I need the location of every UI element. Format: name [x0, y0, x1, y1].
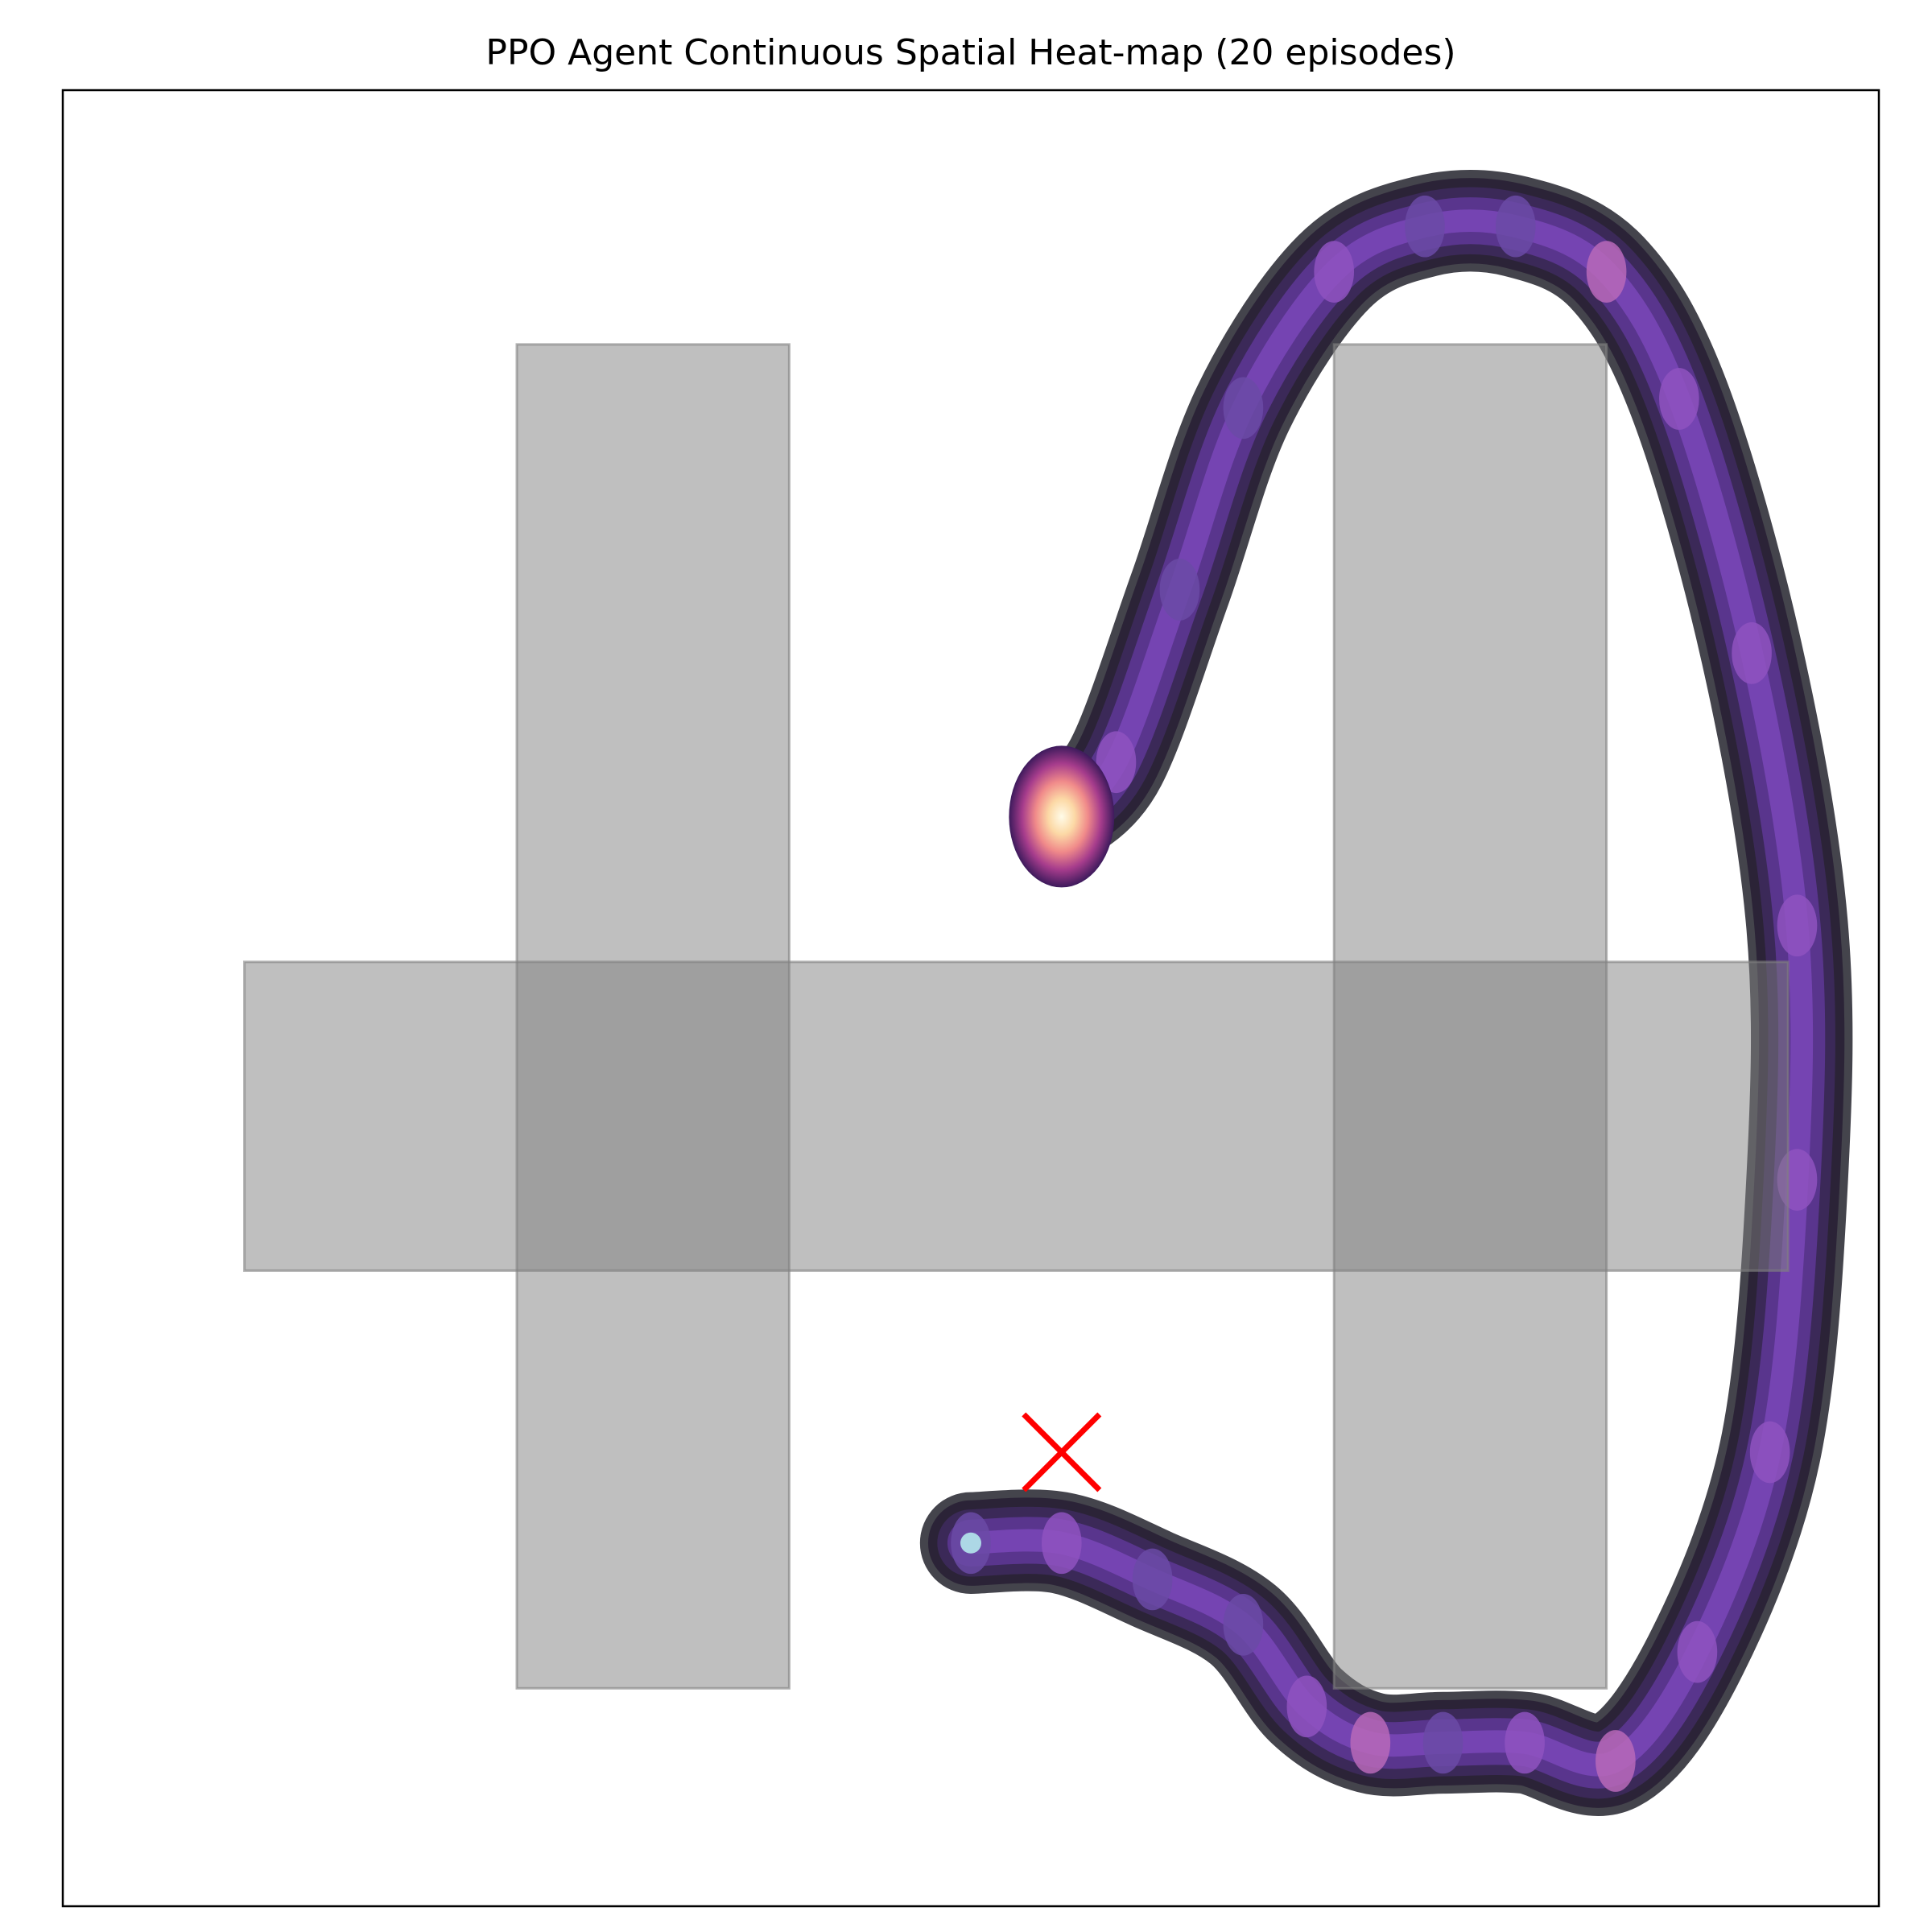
density-blob	[1096, 731, 1137, 794]
density-blob	[1659, 368, 1699, 430]
density-blob	[1350, 1711, 1391, 1774]
density-blob	[1041, 1512, 1082, 1575]
density-blob	[1732, 622, 1772, 684]
density-blob	[1223, 377, 1264, 440]
chart-title: PPO Agent Continuous Spatial Heat-map (2…	[485, 32, 1456, 73]
obstacle-2	[1332, 343, 1608, 1690]
start-marker	[960, 1532, 981, 1554]
density-blob	[1159, 559, 1200, 621]
density-blob	[1495, 195, 1536, 258]
marker-layer	[960, 1412, 1102, 1554]
density-blob	[1749, 1421, 1790, 1484]
goal-marker-stroke	[1022, 1412, 1102, 1492]
density-blob	[1132, 1548, 1173, 1611]
density-blob	[1677, 1620, 1718, 1683]
goal-marker	[1022, 1412, 1102, 1492]
density-blob	[1777, 894, 1818, 957]
density-blob	[1505, 1711, 1545, 1774]
density-blob	[1422, 1711, 1463, 1774]
density-blob	[1586, 241, 1627, 303]
obstacle-layer	[243, 343, 1790, 1690]
density-blob	[1223, 1593, 1264, 1656]
density-blob	[1286, 1675, 1327, 1738]
density-peak	[1009, 745, 1115, 888]
axes-frame	[61, 89, 1880, 1908]
density-blob	[1405, 195, 1445, 258]
density-layer	[919, 170, 1853, 1816]
density-blob	[1596, 1730, 1636, 1792]
density-blob	[1314, 241, 1355, 303]
